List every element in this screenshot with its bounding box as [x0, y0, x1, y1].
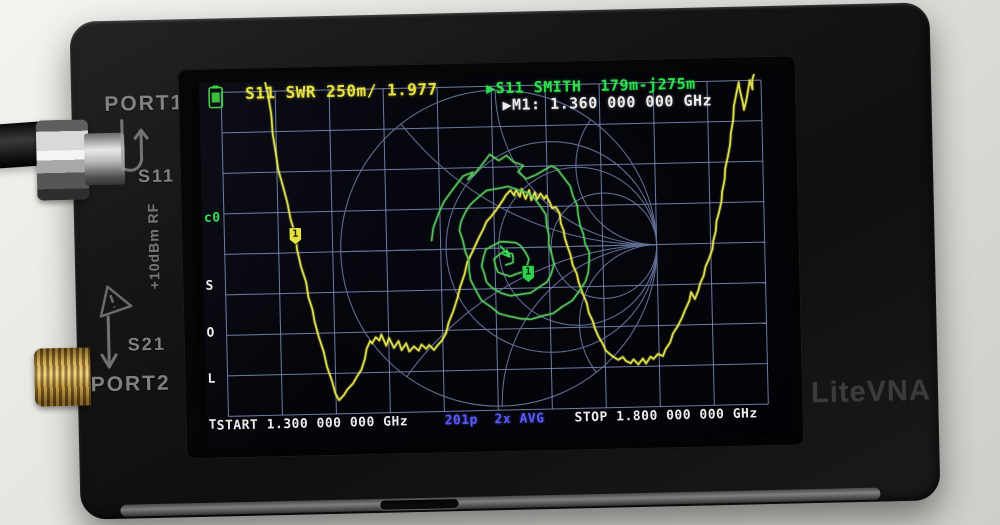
- sweep-points-avg: 201p 2x AVG: [444, 411, 545, 429]
- port1-label: PORT1: [104, 91, 185, 117]
- cal-letter: L: [207, 371, 217, 387]
- sma-hex-nut: [35, 119, 90, 201]
- usb-port: [380, 499, 459, 510]
- s21-down-arrow-icon: [100, 315, 118, 369]
- rf-warning-line1: +10dBm RF: [144, 202, 163, 290]
- brand-logo: LiteVNA: [810, 374, 932, 410]
- port2-label: PORT2: [90, 371, 171, 397]
- s11-reflection-arrow-icon: [120, 119, 149, 172]
- cal-power-level: c0: [203, 210, 221, 227]
- warning-triangle-icon: [99, 285, 133, 318]
- measurement-chart: 11: [208, 73, 769, 417]
- litevna-device: PORT1 S11 +10dBm RF 10VDC Max S21 PORT2 …: [33, 2, 941, 520]
- bottom-edge: [120, 487, 881, 517]
- s21-label: S21: [127, 333, 167, 355]
- calibration-status: c0 S O L T: [203, 183, 310, 449]
- cal-letter: S: [205, 279, 215, 295]
- svg-text:1: 1: [292, 229, 298, 240]
- port2-sma-connector: [33, 347, 92, 407]
- svg-text:1: 1: [525, 266, 531, 277]
- cal-letter: O: [206, 325, 216, 341]
